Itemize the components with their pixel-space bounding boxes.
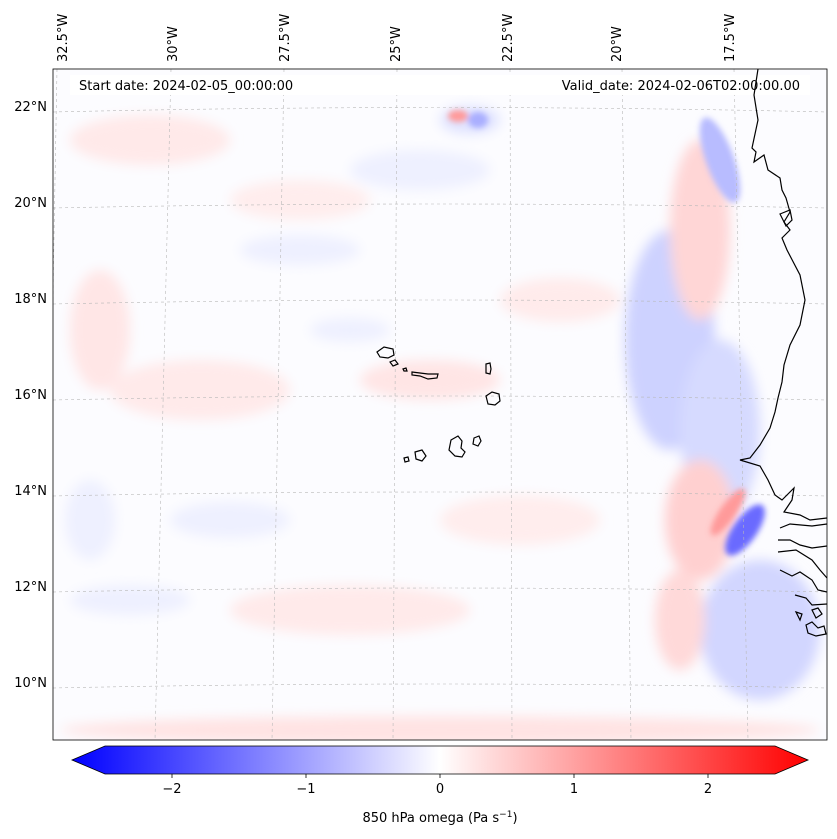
colorbar-tick-label: −2 bbox=[162, 782, 181, 797]
island-maio bbox=[472, 435, 482, 447]
lat-label-20n: 20°N bbox=[14, 196, 47, 211]
gridlines bbox=[53, 69, 827, 740]
island-santa-luzia bbox=[402, 367, 408, 372]
island-brava bbox=[403, 456, 410, 463]
colorbar-tick-label: −1 bbox=[296, 782, 315, 797]
lat-label-22n: 22°N bbox=[14, 100, 47, 115]
start-date-label: Start date: 2024-02-05_00:00:00 bbox=[79, 79, 293, 94]
colorbar-label-text: 850 hPa omega (Pa s bbox=[362, 811, 499, 826]
island-sal bbox=[485, 362, 492, 375]
lat-label-14n: 14°N bbox=[14, 484, 47, 499]
island-boa-vista bbox=[485, 391, 501, 406]
island-sao-nicolau bbox=[411, 371, 439, 380]
island-santo-antao bbox=[376, 346, 395, 359]
lon-label-27-5w: 27.5°W bbox=[278, 14, 293, 62]
lon-label-17-5w: 17.5°W bbox=[723, 14, 738, 62]
omega-field-strong bbox=[448, 110, 765, 556]
colorbar-body bbox=[70, 745, 810, 775]
longitude-labels: 32.5°W 30°W 27.5°W 25°W 22.5°W 20°W 17.5… bbox=[56, 14, 738, 62]
lon-label-20w: 20°W bbox=[610, 26, 625, 62]
island-sao-vicente bbox=[389, 359, 399, 367]
map-panel bbox=[53, 69, 827, 740]
lon-label-25w: 25°W bbox=[389, 26, 404, 62]
info-strip bbox=[70, 75, 810, 95]
cape-verde-islands bbox=[376, 346, 501, 463]
latitude-labels: 22°N 20°N 18°N 16°N 14°N 12°N 10°N bbox=[14, 100, 47, 691]
lat-label-12n: 12°N bbox=[14, 580, 47, 595]
colorbar-tick-label: 1 bbox=[570, 782, 578, 797]
colorbar-label-exponent: −1 bbox=[499, 810, 512, 820]
valid-date-label: Valid_date: 2024-02-06T02:00:00.00 bbox=[562, 79, 800, 94]
colorbar-label: 850 hPa omega (Pa s−1) bbox=[362, 810, 517, 826]
african-coastline bbox=[739, 69, 827, 637]
colorbar-ticks bbox=[171, 774, 709, 778]
lat-label-10n: 10°N bbox=[14, 676, 47, 691]
lat-label-18n: 18°N bbox=[14, 292, 47, 307]
lon-label-30w: 30°W bbox=[166, 26, 181, 62]
omega-field bbox=[60, 106, 820, 740]
island-fogo bbox=[414, 449, 427, 462]
lon-label-22-5w: 22.5°W bbox=[501, 14, 516, 62]
map-frame bbox=[52, 68, 828, 741]
lon-label-32-5w: 32.5°W bbox=[56, 14, 71, 62]
colorbar: −2 −1 0 1 2 850 hPa omega (Pa s−1) bbox=[70, 745, 810, 826]
colorbar-tick-label: 0 bbox=[436, 782, 444, 797]
colorbar-label-close: ) bbox=[512, 811, 517, 826]
colorbar-tick-label: 2 bbox=[704, 782, 712, 797]
lat-label-16n: 16°N bbox=[14, 388, 47, 403]
island-santiago bbox=[448, 435, 466, 458]
